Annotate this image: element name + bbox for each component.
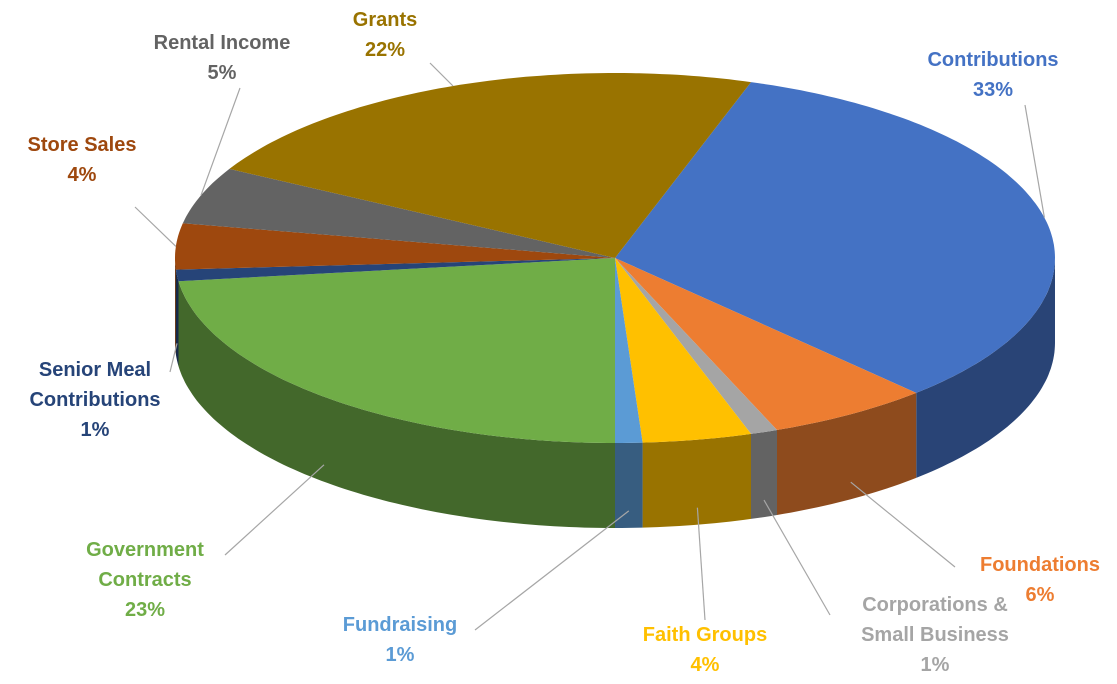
leader-line xyxy=(224,464,325,556)
data-label: Corporations & Small Business 1% xyxy=(835,590,1035,680)
category-label: Rental Income xyxy=(153,32,291,54)
value-label: 22% xyxy=(364,39,406,61)
slice xyxy=(615,82,1055,393)
value-label: 4% xyxy=(690,654,720,676)
slice-side xyxy=(916,258,1055,478)
slice xyxy=(615,258,777,434)
leader-line xyxy=(850,481,956,568)
slice-side xyxy=(777,392,917,515)
category-label: Contributions xyxy=(927,49,1059,71)
category-label: Store Sales xyxy=(27,134,137,156)
data-label: Store Sales 4% xyxy=(0,130,167,190)
category-label: Foundations xyxy=(980,554,1100,576)
value-label: 23% xyxy=(124,599,166,621)
slice xyxy=(182,168,616,258)
value-label: 5% xyxy=(207,62,237,84)
slice-side xyxy=(642,433,751,528)
slice-side xyxy=(615,442,643,528)
category-label: Faith Groups xyxy=(642,624,768,646)
data-label: Faith Groups 4% xyxy=(620,620,790,680)
value-label: 4% xyxy=(67,164,97,186)
slice xyxy=(175,258,615,282)
category-label: Senior Meal Contributions xyxy=(29,359,161,411)
value-label: 1% xyxy=(80,419,110,441)
data-label: Grants 22% xyxy=(325,5,445,65)
slice-side xyxy=(751,430,777,519)
slice xyxy=(175,223,615,270)
leader-line xyxy=(200,87,241,196)
value-label: 1% xyxy=(920,654,950,676)
leader-line xyxy=(474,510,630,631)
data-label: Senior Meal Contributions 1% xyxy=(15,355,175,445)
category-label: Corporations & Small Business xyxy=(861,594,1009,646)
slice xyxy=(178,258,615,443)
slice xyxy=(229,73,751,258)
value-label: 1% xyxy=(385,644,415,666)
data-label: Fundraising 1% xyxy=(315,610,485,670)
data-label: Rental Income 5% xyxy=(122,28,322,88)
slice xyxy=(615,258,643,443)
slice-side xyxy=(178,281,615,528)
slice xyxy=(615,258,917,430)
category-label: Fundraising xyxy=(342,614,458,636)
leader-line xyxy=(1024,104,1045,218)
slice-side xyxy=(175,269,179,367)
leader-line xyxy=(169,343,178,373)
leader-line xyxy=(429,62,454,87)
data-label: Contributions 33% xyxy=(883,45,1103,105)
category-label: Government Contracts xyxy=(86,539,204,591)
leader-line xyxy=(696,507,706,621)
value-label: 6% xyxy=(1025,584,1055,606)
leader-line xyxy=(763,499,831,616)
value-label: 33% xyxy=(972,79,1014,101)
data-label: Foundations 6% xyxy=(955,550,1117,610)
slice-side xyxy=(175,258,176,355)
leader-line xyxy=(134,206,177,247)
category-label: Grants xyxy=(352,9,418,31)
slice xyxy=(615,258,751,443)
data-label: Government Contracts 23% xyxy=(60,535,230,625)
